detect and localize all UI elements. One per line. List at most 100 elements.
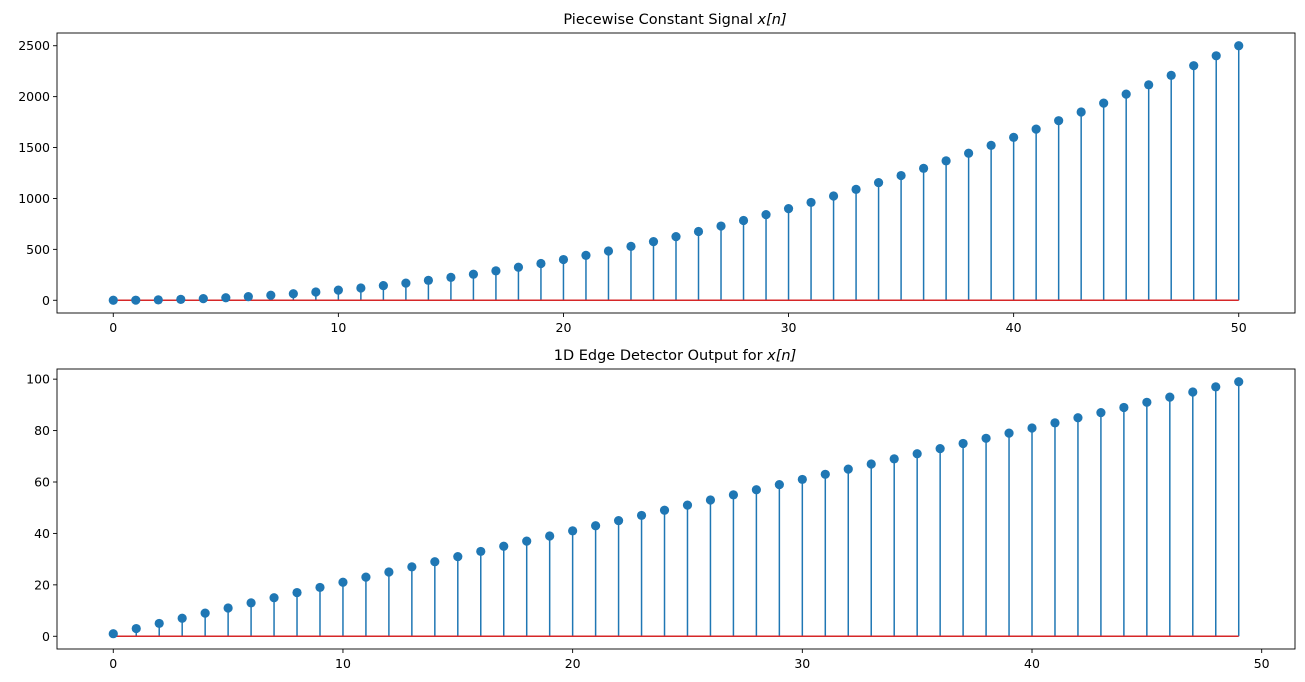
- data-point: [693, 226, 704, 237]
- y-tick-label: 0: [42, 293, 50, 308]
- data-point: [626, 241, 636, 252]
- data-point: [522, 536, 532, 546]
- data-point: [269, 593, 279, 603]
- data-point: [384, 567, 394, 577]
- y-tick-label: 0: [42, 629, 50, 644]
- data-point: [1166, 70, 1176, 80]
- data-point: [828, 191, 839, 201]
- y-tick-label: 100: [26, 372, 50, 387]
- data-point: [468, 269, 479, 279]
- data-point: [200, 608, 210, 618]
- data-point: [1050, 418, 1060, 428]
- data-point: [1004, 428, 1014, 438]
- x-tick-label: 30: [781, 320, 797, 335]
- y-tick-label: 1000: [18, 191, 50, 206]
- data-point: [935, 443, 945, 454]
- data-point: [738, 215, 749, 226]
- y-tick-label: 80: [34, 423, 50, 438]
- data-point: [873, 177, 884, 188]
- data-point: [958, 438, 968, 449]
- data-point: [315, 582, 325, 593]
- data-point: [851, 184, 861, 194]
- x-tick-label: 50: [1231, 320, 1247, 335]
- data-point: [1073, 413, 1083, 423]
- data-point: [889, 454, 899, 464]
- data-point: [751, 485, 761, 495]
- data-point: [981, 433, 991, 443]
- data-point: [941, 156, 951, 166]
- y-tick-label: 2000: [18, 89, 50, 104]
- data-point: [1054, 116, 1064, 126]
- data-point: [919, 163, 929, 173]
- data-point: [912, 449, 922, 459]
- x-tick-label: 10: [335, 656, 351, 671]
- data-point: [513, 262, 524, 272]
- x-tick-label: 0: [109, 656, 117, 671]
- data-point: [108, 629, 118, 639]
- data-point: [1234, 377, 1244, 387]
- data-point: [176, 294, 186, 304]
- data-point: [806, 197, 816, 208]
- data-point: [964, 148, 974, 158]
- data-point: [671, 232, 681, 242]
- x-tick-label: 20: [556, 320, 572, 335]
- data-point: [568, 526, 578, 536]
- chart-piecewise-constant-signal: Piecewise Constant Signal x[n] 0 10 20 30 40…: [18, 12, 1296, 335]
- data-point: [843, 464, 853, 474]
- x-tick-label: 30: [794, 656, 810, 671]
- x-tick-label: 20: [565, 656, 581, 671]
- data-point: [108, 295, 118, 305]
- y-tick-label: 2500: [18, 38, 50, 53]
- y-tick-label: 500: [26, 242, 50, 257]
- data-point: [1144, 80, 1154, 90]
- data-point: [591, 521, 601, 531]
- data-point: [648, 237, 659, 247]
- data-point: [430, 557, 440, 567]
- data-point: [1142, 397, 1152, 407]
- data-point: [603, 246, 614, 256]
- plot-frame: [56, 368, 1296, 650]
- data-point: [243, 292, 253, 302]
- data-point: [659, 505, 670, 515]
- data-point: [311, 287, 321, 297]
- data-point: [1234, 41, 1244, 51]
- data-point: [986, 140, 996, 151]
- data-point: [536, 258, 546, 269]
- data-point: [1031, 124, 1041, 134]
- data-point: [499, 541, 509, 551]
- data-point: [1121, 89, 1131, 99]
- data-point: [716, 221, 726, 231]
- data-point: [177, 613, 187, 623]
- y-tick-label: 60: [34, 475, 50, 490]
- data-point: [1027, 423, 1037, 433]
- data-point: [797, 474, 807, 485]
- data-point: [761, 210, 771, 220]
- data-point: [682, 500, 693, 510]
- y-tick-label: 40: [34, 526, 50, 541]
- data-point: [288, 289, 298, 299]
- data-point: [1189, 61, 1199, 71]
- data-point: [221, 293, 231, 303]
- plot-frame: [56, 32, 1296, 314]
- data-point: [1119, 402, 1129, 413]
- data-point: [131, 295, 141, 305]
- data-point: [338, 577, 348, 587]
- chart-edge-detector-output: 1D Edge Detector Output for x[n] 0 10 20 30…: [26, 348, 1296, 671]
- data-point: [476, 546, 486, 557]
- y-tick-label: 1500: [18, 140, 50, 155]
- data-point: [774, 479, 784, 490]
- data-point: [1211, 51, 1221, 61]
- data-point: [378, 281, 388, 291]
- data-point: [728, 490, 739, 500]
- data-point: [446, 272, 456, 282]
- data-point: [1211, 382, 1221, 392]
- data-point: [896, 170, 906, 181]
- data-point: [558, 254, 569, 265]
- data-point: [356, 283, 366, 293]
- data-point: [407, 562, 417, 572]
- data-point: [491, 266, 501, 276]
- x-tick-label: 10: [330, 320, 346, 335]
- data-point: [153, 295, 163, 305]
- data-point: [401, 278, 411, 288]
